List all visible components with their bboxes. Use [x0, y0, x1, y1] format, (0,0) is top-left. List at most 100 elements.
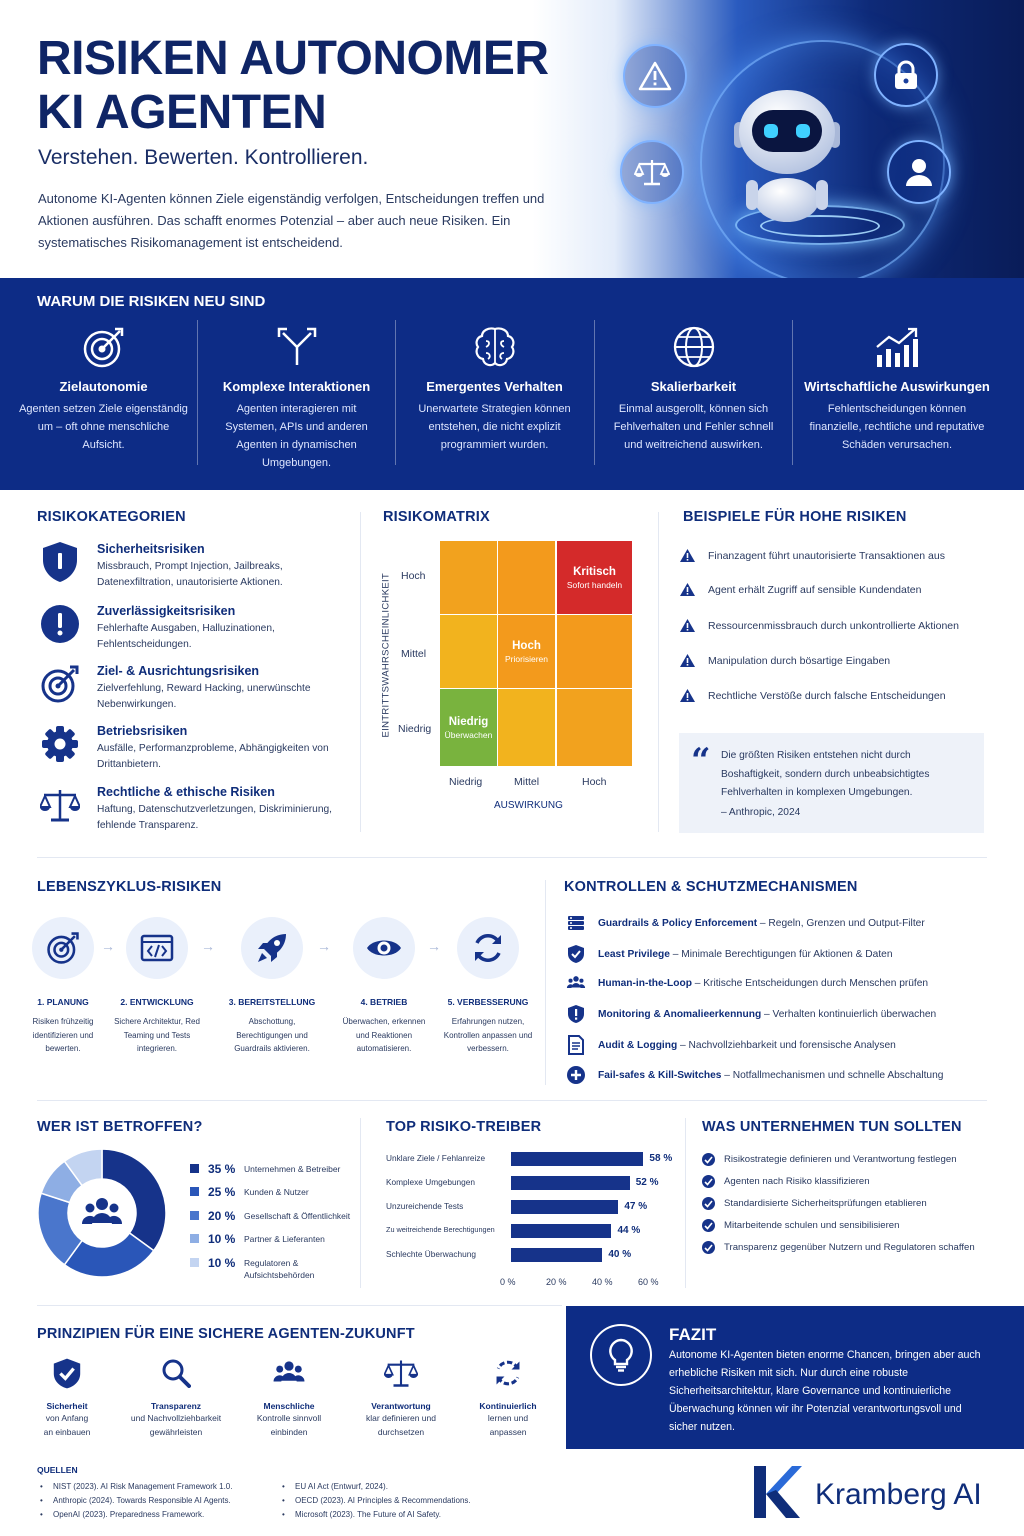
example-text: Rechtliche Verstöße durch falsche Entsch…: [708, 689, 946, 702]
legend-item: 10 % Partner & Lieferanten: [190, 1232, 384, 1246]
lifecycle-step-title: 1. PLANUNG: [37, 997, 89, 1007]
bar-label: Zu weitreichende Berechtigungen: [386, 1225, 495, 1234]
category-operations: Betriebsrisiken Ausfälle, Performanzprob…: [40, 724, 350, 772]
lifecycle-step-desc: Erfahrungen nutzen, Kontrollen anpassen …: [443, 1017, 533, 1053]
why-item-goal-autonomy: Zielautonomie Agenten setzen Ziele eigen…: [5, 318, 202, 468]
shield-icon: [40, 542, 80, 582]
legend-item: 35 % Unternehmen & Betreiber: [190, 1162, 384, 1176]
legend-label: Partner & Lieferanten: [244, 1234, 325, 1244]
user-icon: [887, 140, 951, 204]
risk-matrix: Kritisch Sofort handeln Hoch Priorisieren …: [440, 541, 632, 766]
warning-icon: [680, 654, 695, 667]
legend-swatch: [190, 1164, 199, 1173]
check-circle-icon: [702, 1241, 715, 1254]
control-name: Fail-safes & Kill-Switches: [598, 1069, 722, 1081]
legend-swatch: [190, 1211, 199, 1220]
axis-tick-label: 0 %: [500, 1277, 516, 1287]
hero-banner: [0, 0, 1024, 278]
control-name: Least Privilege: [598, 948, 670, 960]
lifecycle-step: 1. PLANUNG Risiken frühzeitig identifizie…: [17, 917, 109, 1056]
bullet-icon: •: [40, 1510, 43, 1519]
bar-label: Schlechte Überwachung: [386, 1249, 476, 1259]
principle-title: Sicherheit: [46, 1401, 88, 1411]
matrix-cell-high: Hoch Priorisieren: [498, 615, 555, 688]
bar-value-label: 40 %: [608, 1249, 632, 1260]
todo-title: WAS UNTERNEHMEN TUN SOLLTEN: [702, 1119, 962, 1135]
bar: [511, 1248, 603, 1262]
legend-item: 25 % Kunden & Nutzer: [190, 1185, 384, 1199]
check-circle-icon: [702, 1219, 715, 1232]
control-desc: – Notfallmechanismen und schnelle Abscha…: [721, 1069, 944, 1081]
code-icon: [126, 917, 188, 979]
lifecycle-step: 3. BEREITSTELLUNG Abschottung, Berechtigu…: [222, 917, 322, 1056]
page-subtitle: Verstehen. Bewerten. Kontrollieren.: [38, 146, 369, 169]
matrix-col-label: Hoch: [582, 776, 607, 788]
bar-value-label: 52 %: [635, 1177, 659, 1188]
matrix-row-label: Mittel: [401, 648, 427, 660]
globe-icon: [595, 318, 792, 376]
why-item-economic: Wirtschaftliche Auswirkungen Fehlentsche…: [797, 318, 997, 468]
source-item: • EU AI Act (Entwurf, 2024).: [282, 1480, 471, 1494]
donut-slice: [63, 1148, 103, 1187]
category-title: Betriebsrisiken: [97, 724, 188, 738]
legend-label: Regulatoren & Aufsichtsbehörden: [244, 1258, 315, 1280]
lifecycle-step: 2. ENTWICKLUNG Sichere Architektur, Red T…: [111, 917, 203, 1056]
legend-label: Gesellschaft & Öffentlichkeit: [244, 1211, 351, 1221]
control-desc: – Kritische Entscheidungen durch Mensche…: [691, 977, 929, 989]
divider: [37, 857, 987, 858]
lifecycle-title: LEBENSZYKLUS-RISIKEN: [37, 879, 222, 895]
matrix-cell: [498, 541, 555, 614]
bar-value-label: 47 %: [624, 1201, 648, 1212]
example-item: Manipulation durch bösartige Eingaben: [679, 653, 890, 668]
brand-name: Kramberg AI: [815, 1478, 982, 1511]
control-item: Audit & Logging – Nachvollziehbarkeit un…: [566, 1035, 896, 1055]
divider: [37, 1305, 562, 1306]
refresh-icon: [457, 917, 519, 979]
todo-text: Standardisierte Sicherheitsprüfungen eta…: [724, 1198, 927, 1209]
warning-icon: [680, 619, 695, 632]
bar-value-label: 44 %: [617, 1225, 641, 1236]
why-item-emergent: Emergentes Verhalten Unerwartete Strateg…: [396, 318, 593, 468]
target-icon: [32, 917, 94, 979]
principle-title: Kontinuierlich: [479, 1401, 537, 1411]
source-item: • Microsoft (2023). The Future of AI Safe…: [282, 1508, 471, 1522]
category-title: Sicherheitsrisiken: [97, 542, 205, 556]
control-desc: – Nachvollziehbarkeit und forensische An…: [677, 1039, 896, 1051]
lightbulb-icon: [590, 1324, 652, 1386]
branch-icon: [198, 318, 395, 376]
control-text: Audit & Logging – Nachvollziehbarkeit un…: [598, 1040, 896, 1051]
category-reliability: Zuverlässigkeitsrisiken Fehlerhafte Ausg…: [40, 604, 350, 652]
todo-item: Mitarbeitende schulen und sensibilisiere…: [702, 1219, 899, 1232]
examples-title: BEISPIELE FÜR HOHE RISIKEN: [683, 509, 907, 525]
intro-text: Autonome KI-Agenten können Ziele eigenst…: [38, 191, 545, 250]
source-text: OECD (2023). AI Principles & Recommendat…: [295, 1496, 471, 1505]
bullet-icon: •: [282, 1510, 285, 1519]
lifecycle-step: 4. BETRIEB Überwachen, erkennen und Reakt…: [338, 917, 430, 1056]
donut-slice: [63, 1231, 155, 1278]
check-circle-icon: [702, 1153, 715, 1166]
example-text: Finanzagent führt unautorisierte Transak…: [708, 549, 945, 562]
matrix-col-label: Mittel: [514, 776, 540, 788]
legend-item: 10 % Regulatoren & Aufsichtsbehörden: [190, 1256, 334, 1281]
legend-swatch: [190, 1187, 199, 1196]
divider: [658, 512, 659, 832]
legend-percent: 35 %: [208, 1162, 236, 1176]
divider: [197, 320, 198, 465]
todo-item: Agenten nach Risiko klassifizieren: [702, 1175, 870, 1188]
bullet-icon: •: [40, 1496, 43, 1505]
principle-item: Sicherheit von Anfang an einbauen: [22, 1355, 112, 1439]
lifecycle-step-desc: Sichere Architektur, Red Teaming und Tes…: [114, 1017, 200, 1053]
robot-icon: [728, 72, 846, 222]
principle-item: Verantwortung klar definieren und durchset…: [356, 1355, 446, 1439]
lifecycle-step-title: 3. BEREITSTELLUNG: [228, 997, 316, 1007]
legend-percent: 20 %: [208, 1209, 236, 1223]
quote-source: – Anthropic, 2024: [721, 807, 801, 818]
principle-title: Menschliche: [263, 1401, 315, 1411]
principle-desc: Kontrolle sinnvoll: [256, 1413, 322, 1423]
control-text: Human-in-the-Loop – Kritische Entscheidu…: [598, 978, 928, 989]
source-item: • OpenAI (2023). Preparedness Framework.: [40, 1508, 232, 1522]
matrix-col-label: Niedrig: [449, 776, 483, 788]
shield-check-icon: [566, 944, 586, 964]
source-text: EU AI Act (Entwurf, 2024).: [295, 1482, 388, 1491]
donut-slice: [101, 1148, 167, 1252]
